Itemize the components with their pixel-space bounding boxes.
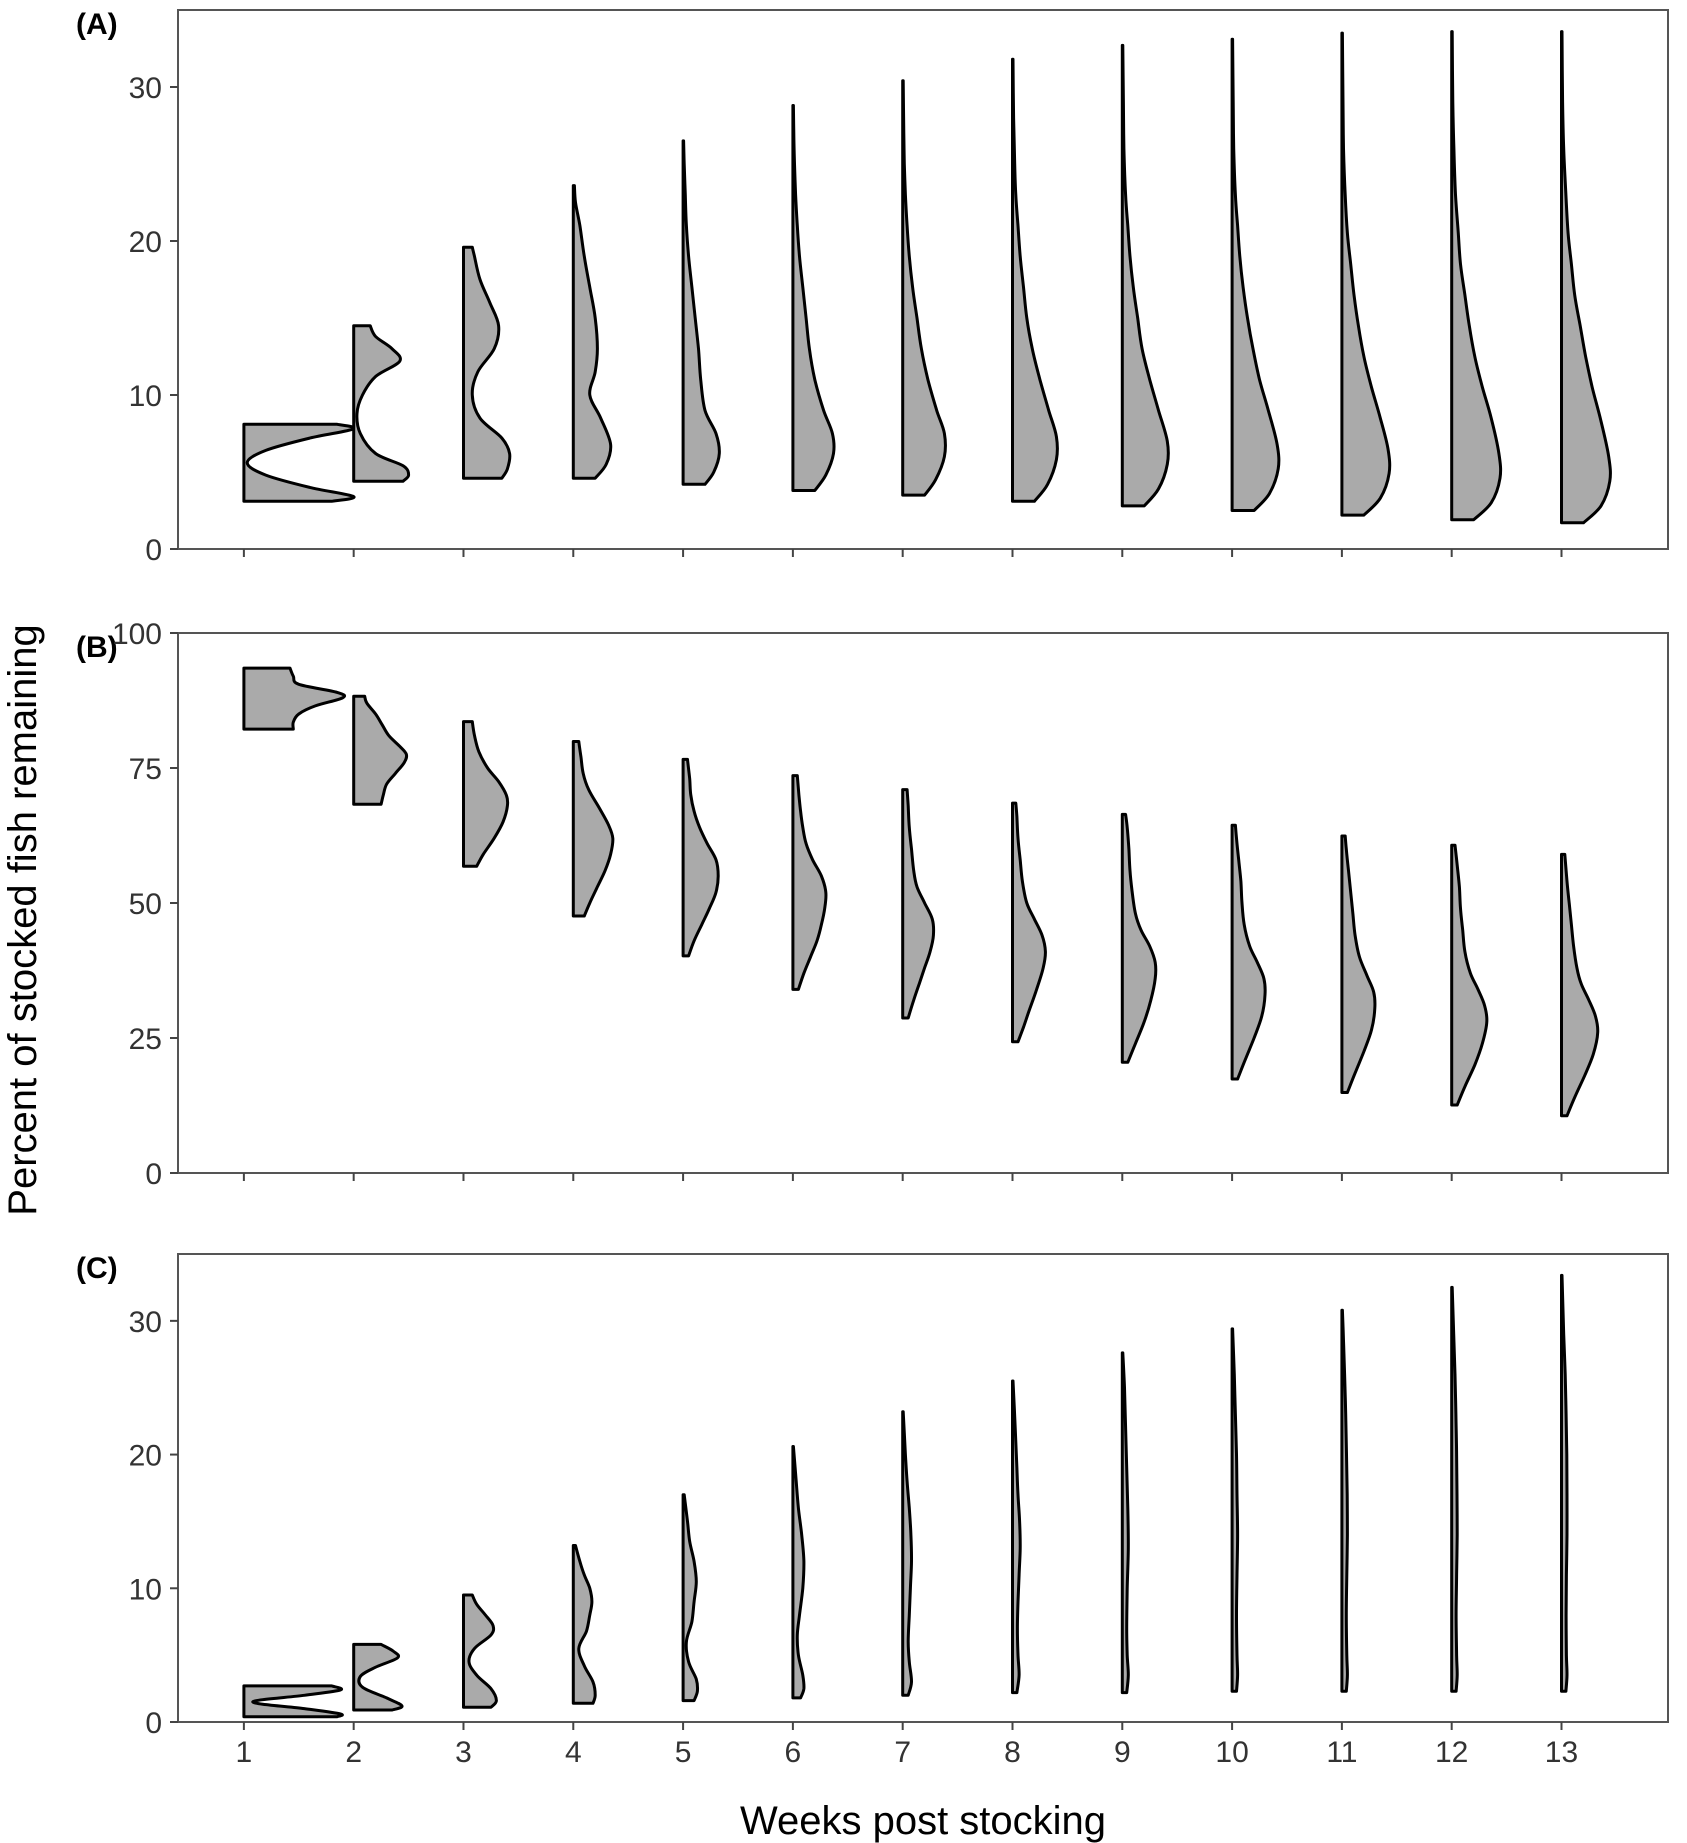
violin-week-10	[1230, 37, 1281, 512]
violin-week-10	[1230, 1327, 1240, 1693]
plot-frame	[177, 1253, 1669, 1723]
violin-week-3	[462, 720, 510, 868]
violin-week-8	[1011, 57, 1059, 503]
y-tick-label: 30	[129, 1306, 162, 1339]
violin-week-8	[1011, 1379, 1022, 1695]
violin-week-2	[352, 324, 411, 483]
violin-week-9	[1120, 812, 1158, 1064]
violin-week-4	[571, 1544, 597, 1705]
panel-b: (B) 0 25 50 75 100	[76, 618, 1669, 1191]
violin-week-1	[242, 422, 356, 503]
x-tick-label: 5	[675, 1736, 692, 1769]
y-tick-label: 0	[145, 534, 162, 567]
x-tick-label: 6	[785, 1736, 802, 1769]
x-tick-label: 7	[894, 1736, 911, 1769]
violin-week-9	[1120, 43, 1170, 508]
y-tick-label: 30	[129, 72, 162, 105]
violin-week-8	[1011, 801, 1047, 1044]
violin-week-6	[791, 1445, 806, 1700]
panel-label: (B)	[76, 631, 118, 664]
violin-week-7	[901, 79, 947, 497]
violin-week-4	[571, 740, 615, 918]
y-tick-label: 10	[129, 380, 162, 413]
y-tick-label: 0	[145, 1707, 162, 1740]
y-tick-label: 50	[129, 888, 162, 921]
violin-week-11	[1340, 31, 1392, 517]
plot-frame	[177, 9, 1669, 550]
x-tick-label: 1	[236, 1736, 253, 1769]
y-tick-label: 20	[129, 1440, 162, 1473]
violin-week-6	[791, 104, 836, 492]
x-tick-label: 13	[1545, 1736, 1578, 1769]
panel-a: (A) 0 10 20 30	[76, 8, 1669, 567]
violin-week-2	[352, 1642, 404, 1712]
violin-week-12	[1450, 843, 1489, 1107]
y-tick-label: 20	[129, 226, 162, 259]
x-tick-label: 2	[345, 1736, 362, 1769]
violin-week-13	[1560, 852, 1600, 1118]
y-tick-label: 75	[129, 753, 162, 786]
x-tick-label: 8	[1004, 1736, 1021, 1769]
y-tick-label: 0	[145, 1158, 162, 1191]
violin-week-3	[462, 245, 512, 480]
violin-week-13	[1560, 30, 1612, 525]
y-tick-label: 25	[129, 1023, 162, 1056]
violin-week-7	[901, 788, 936, 1020]
violin-week-13	[1560, 1273, 1569, 1693]
violin-week-1	[242, 666, 347, 731]
violin-week-10	[1230, 823, 1267, 1081]
violin-week-7	[901, 1410, 914, 1697]
violin-week-3	[462, 1593, 498, 1709]
violin-week-11	[1340, 1308, 1349, 1693]
x-tick-label: 12	[1435, 1736, 1468, 1769]
violin-week-12	[1450, 1285, 1459, 1693]
violin-week-5	[681, 757, 720, 958]
panel-label: (A)	[76, 8, 118, 41]
violin-week-12	[1450, 30, 1503, 522]
violin-week-5	[681, 139, 721, 486]
x-tick-label: 3	[455, 1736, 472, 1769]
y-tick-label: 100	[112, 618, 162, 651]
panel-label: (C)	[76, 1252, 118, 1285]
x-tick-label: 11	[1326, 1736, 1357, 1769]
violin-week-4	[571, 184, 613, 480]
violin-week-6	[791, 774, 828, 991]
violin-week-5	[681, 1493, 700, 1703]
x-tick-label: 10	[1215, 1736, 1248, 1769]
y-tick-label: 10	[129, 1573, 162, 1606]
violin-week-9	[1120, 1351, 1130, 1695]
violin-week-11	[1340, 834, 1377, 1094]
x-tick-label: 4	[565, 1736, 582, 1769]
x-axis-title: Weeks post stocking	[740, 1799, 1106, 1843]
y-axis-title: Percent of stocked fish remaining	[1, 624, 45, 1215]
x-tick-label: 9	[1114, 1736, 1131, 1769]
violin-week-1	[242, 1684, 344, 1719]
violin-week-2	[352, 694, 409, 806]
